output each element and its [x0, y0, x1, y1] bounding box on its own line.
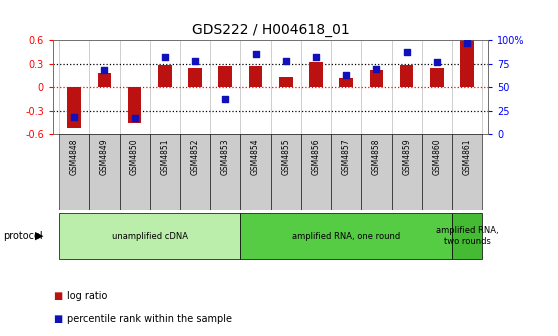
Text: GSM4860: GSM4860	[432, 138, 441, 175]
Point	[281, 58, 290, 64]
Bar	[150, 134, 180, 210]
Bar	[89, 134, 119, 210]
Bar	[249, 66, 262, 87]
Point	[251, 52, 260, 57]
Bar	[158, 66, 172, 87]
Bar	[369, 70, 383, 87]
Bar	[392, 134, 422, 210]
Point	[463, 40, 472, 46]
Bar	[422, 134, 452, 210]
Text: GSM4858: GSM4858	[372, 138, 381, 175]
Bar	[339, 78, 353, 87]
Point	[70, 115, 79, 120]
Bar	[362, 134, 392, 210]
Point	[402, 49, 411, 54]
Point	[311, 54, 320, 60]
Bar	[279, 77, 292, 87]
Bar	[180, 134, 210, 210]
Text: GSM4854: GSM4854	[251, 138, 260, 175]
Point	[160, 54, 169, 60]
Bar	[240, 134, 271, 210]
Text: GSM4859: GSM4859	[402, 138, 411, 175]
Bar	[68, 87, 81, 128]
Text: GSM4849: GSM4849	[100, 138, 109, 175]
Bar	[59, 213, 240, 259]
Bar	[128, 87, 141, 123]
Bar	[210, 134, 240, 210]
Text: GSM4848: GSM4848	[70, 138, 79, 175]
Bar	[188, 68, 202, 87]
Text: protocol: protocol	[3, 231, 42, 241]
Text: ■: ■	[53, 314, 62, 324]
Point	[221, 96, 230, 101]
Bar	[59, 134, 89, 210]
Text: ■: ■	[53, 291, 62, 301]
Text: GSM4850: GSM4850	[130, 138, 139, 175]
Bar	[301, 134, 331, 210]
Bar	[309, 62, 323, 87]
Text: ▶: ▶	[35, 231, 44, 241]
Text: unamplified cDNA: unamplified cDNA	[112, 232, 187, 241]
Point	[341, 73, 350, 78]
Bar	[452, 213, 482, 259]
Text: amplified RNA,
two rounds: amplified RNA, two rounds	[436, 226, 498, 246]
Text: GSM4853: GSM4853	[221, 138, 230, 175]
Point	[372, 66, 381, 71]
Bar	[400, 66, 413, 87]
Point	[432, 59, 441, 65]
Bar	[452, 134, 482, 210]
Bar	[430, 68, 444, 87]
Text: GSM4851: GSM4851	[160, 138, 169, 175]
Text: GDS222 / H004618_01: GDS222 / H004618_01	[192, 23, 349, 37]
Text: GSM4861: GSM4861	[463, 138, 472, 175]
Point	[100, 68, 109, 73]
Point	[191, 58, 200, 64]
Bar	[98, 73, 111, 87]
Text: GSM4855: GSM4855	[281, 138, 290, 175]
Text: GSM4856: GSM4856	[311, 138, 320, 175]
Text: log ratio: log ratio	[67, 291, 107, 301]
Bar	[240, 213, 452, 259]
Text: GSM4852: GSM4852	[191, 138, 200, 175]
Text: percentile rank within the sample: percentile rank within the sample	[67, 314, 232, 324]
Bar	[331, 134, 362, 210]
Bar	[460, 40, 474, 87]
Text: GSM4857: GSM4857	[341, 138, 350, 175]
Bar	[119, 134, 150, 210]
Bar	[219, 66, 232, 87]
Point	[130, 116, 139, 121]
Bar	[271, 134, 301, 210]
Text: amplified RNA, one round: amplified RNA, one round	[292, 232, 400, 241]
